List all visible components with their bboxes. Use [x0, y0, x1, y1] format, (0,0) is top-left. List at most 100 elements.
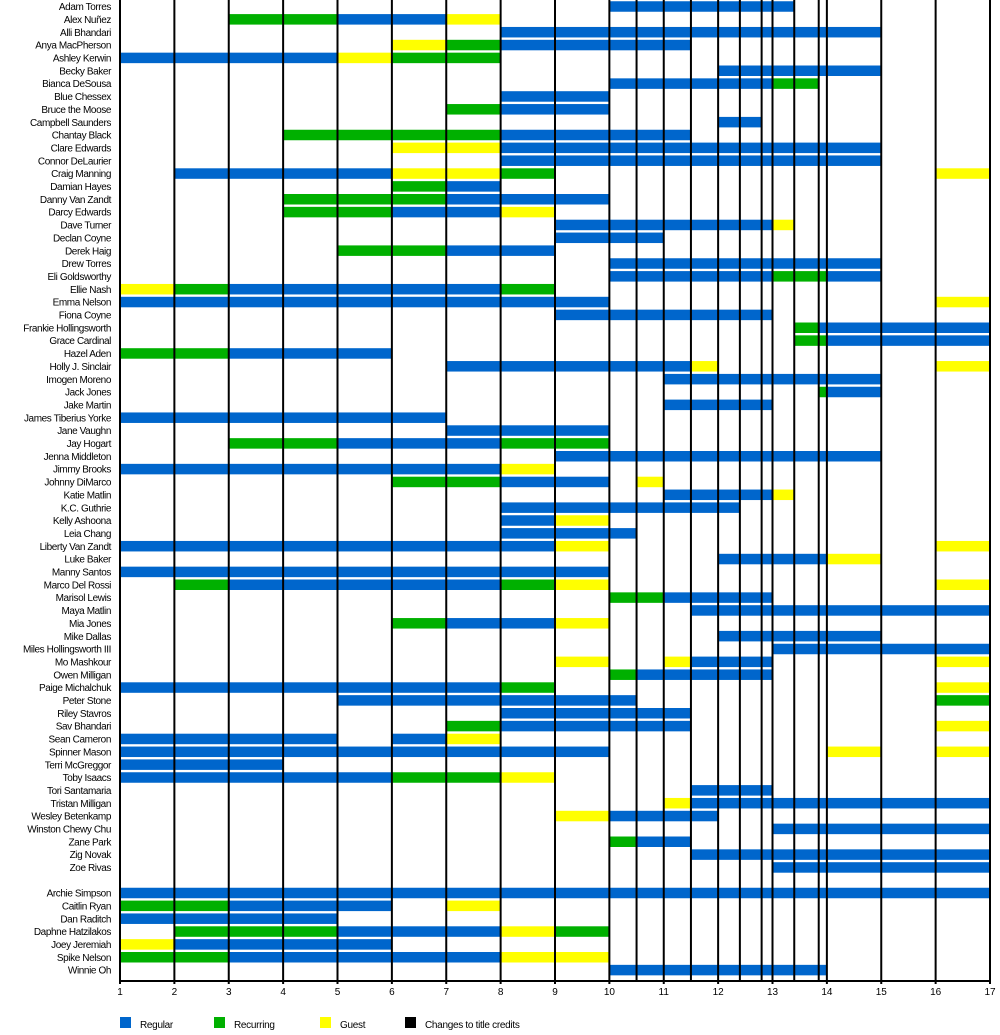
bar-regular: [446, 425, 610, 436]
bar-regular: [818, 322, 990, 333]
bar-regular: [446, 361, 691, 372]
row-label: Daphne Hatzilakos: [34, 927, 112, 938]
row-label: Luke Baker: [64, 555, 112, 566]
bar-regular: [337, 695, 637, 706]
row-label: Wesley Betenkamp: [31, 812, 111, 823]
row-label: Danny Van Zandt: [40, 195, 112, 206]
row-label: Bianca DeSousa: [42, 79, 112, 90]
row-label: Derek Haig: [65, 246, 111, 257]
bar-regular: [500, 39, 691, 51]
row-label: Bruce the Moose: [41, 105, 111, 116]
row-label: Zig Novak: [70, 850, 113, 861]
x-tick-label: 6: [389, 987, 395, 998]
bar-regular: [690, 785, 773, 796]
bar-regular: [500, 129, 691, 141]
row-label: K.C. Guthrie: [61, 503, 112, 514]
bar-guest: [935, 540, 990, 552]
bar-regular: [826, 386, 882, 398]
row-label: Ellie Nash: [70, 285, 111, 296]
x-tick-label: 14: [821, 987, 833, 998]
row-label: Tristan Milligan: [51, 799, 111, 810]
bar-regular: [337, 926, 501, 937]
legend-swatch-credits: [405, 1017, 416, 1028]
x-tick-label: 11: [659, 987, 670, 998]
x-tick-label: 8: [498, 987, 504, 998]
bar-regular: [500, 502, 740, 513]
bar-guest: [555, 618, 610, 629]
bar-regular: [636, 669, 773, 680]
bar-guest: [935, 361, 990, 372]
bar-guest: [555, 656, 610, 668]
bar-guest: [826, 746, 882, 758]
bar-guest: [446, 733, 501, 745]
bar-regular: [228, 952, 501, 963]
bar-regular: [500, 720, 691, 732]
row-label: Peter Stone: [63, 696, 112, 707]
row-label: Imogen Moreno: [46, 375, 112, 386]
bar-guest: [935, 168, 990, 179]
row-label: Marisol Lewis: [56, 593, 112, 604]
row-label: Grace Cardinal: [49, 336, 111, 347]
row-label: Ashley Kerwin: [53, 54, 111, 65]
x-tick-label: 16: [930, 987, 942, 998]
row-label: Dave Turner: [60, 221, 112, 232]
row-label: Liberty Van Zandt: [40, 542, 112, 553]
bar-guest: [446, 14, 501, 25]
row-label: Darcy Edwards: [48, 208, 111, 219]
legend-label-guest: Guest: [340, 1020, 366, 1031]
bar-regular: [609, 258, 882, 269]
row-label: Mike Dallas: [64, 632, 112, 643]
bar-guest: [663, 656, 691, 668]
row-label: Eli Goldsworthy: [48, 272, 112, 283]
row-label: Miles Hollingsworth III: [23, 645, 111, 656]
row-label: Alli Bhandari: [60, 28, 111, 39]
legend-label-credits: Changes to title credits: [425, 1020, 520, 1031]
x-tick-label: 7: [443, 987, 449, 998]
bar-regular: [120, 772, 392, 783]
row-label: Jenna Middleton: [44, 452, 111, 463]
row-label: Riley Stavros: [57, 709, 111, 720]
row-label: Drew Torres: [62, 259, 112, 270]
row-label: Campbell Saunders: [30, 118, 111, 129]
x-tick-label: 1: [117, 987, 123, 998]
bar-regular: [120, 759, 284, 770]
row-label: Holly J. Sinclair: [49, 362, 112, 373]
bar-regular: [337, 438, 501, 449]
bar-regular: [718, 65, 882, 76]
bar-recurring: [500, 682, 555, 693]
row-label: Jimmy Brooks: [53, 465, 111, 476]
bar-regular: [228, 900, 392, 912]
bar-recurring: [794, 335, 827, 346]
bar-recurring: [391, 618, 447, 629]
bar-regular: [690, 605, 990, 616]
x-tick-label: 3: [226, 987, 232, 998]
row-label: Kelly Ashoona: [53, 516, 112, 527]
bar-guest: [826, 553, 882, 565]
bar-recurring: [446, 720, 501, 732]
bar-regular: [826, 335, 990, 346]
row-labels-layer: Adam Torres Alex Nuñez Alli Bhandari Anya M…: [23, 2, 113, 977]
bar-regular: [446, 181, 501, 192]
bar-regular: [228, 579, 501, 590]
x-axis-ticks: 1 2 3 4 5 6 7 8 9 10 11 12 13 14 15 16 17: [117, 987, 996, 998]
bar-regular: [609, 1, 795, 12]
x-tick-label: 17: [984, 987, 996, 998]
row-label: Craig Manning: [51, 169, 111, 180]
bar-guest: [935, 656, 990, 668]
row-label: Spinner Mason: [49, 747, 111, 758]
bar-regular: [500, 528, 637, 539]
bar-recurring: [500, 579, 555, 590]
row-label: Jay Hogart: [67, 439, 112, 450]
x-tick-label: 15: [876, 987, 888, 998]
bar-guest: [446, 900, 501, 912]
bar-guest: [935, 296, 990, 308]
bar-regular: [120, 296, 610, 308]
bar-guest: [772, 219, 795, 231]
bar-recurring: [772, 78, 819, 89]
row-label: Mia Jones: [69, 619, 111, 630]
bar-recurring: [174, 926, 338, 937]
bar-regular: [120, 463, 501, 475]
bar-guest: [500, 772, 555, 783]
bar-recurring: [935, 695, 990, 706]
bar-recurring: [555, 926, 610, 937]
